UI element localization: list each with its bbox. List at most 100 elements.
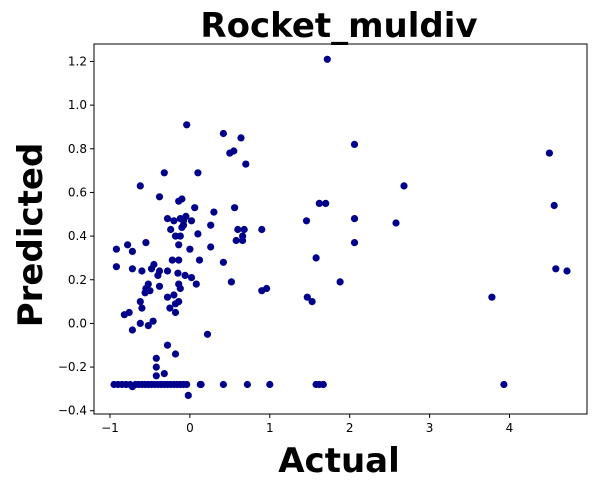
data-point (203, 330, 212, 338)
data-point (350, 239, 359, 247)
data-point (163, 341, 172, 349)
data-point (112, 245, 120, 253)
data-point (128, 326, 136, 334)
data-point (175, 298, 183, 306)
data-point (163, 215, 172, 223)
points-layer (110, 55, 571, 399)
data-point (322, 199, 330, 207)
data-point (128, 247, 136, 255)
data-point (207, 221, 215, 229)
data-point (183, 121, 191, 129)
data-point (243, 380, 251, 389)
data-point (136, 182, 144, 190)
data-point (150, 260, 158, 269)
x-tick-label: 0 (186, 421, 194, 435)
data-point (237, 134, 245, 142)
data-point (166, 304, 174, 312)
data-point (219, 129, 227, 138)
data-point (315, 199, 323, 207)
data-point (144, 280, 152, 288)
y-axis-label: Predicted (11, 143, 51, 328)
data-point (263, 284, 271, 293)
data-point (136, 298, 144, 306)
data-point (155, 282, 164, 290)
y-tick-label: 1.2 (68, 54, 87, 68)
data-point (231, 204, 239, 212)
data-point (152, 363, 160, 371)
y-tick-label: 0.2 (68, 273, 87, 287)
data-point (191, 204, 199, 212)
y-axis: −0.4 −0.2 0.0 0.2 0.4 0.6 0.8 1.0 1.2 (58, 54, 94, 418)
data-point (319, 380, 327, 389)
data-point (207, 243, 215, 251)
data-point (187, 217, 196, 225)
data-point (138, 267, 146, 275)
y-tick-label: 0.6 (68, 185, 87, 199)
data-point (195, 256, 204, 264)
data-point (176, 232, 184, 240)
data-point (174, 269, 182, 277)
data-point (141, 289, 149, 297)
y-tick-label: −0.4 (58, 404, 87, 418)
data-point (155, 193, 164, 201)
data-point (323, 55, 331, 63)
data-point (170, 217, 178, 225)
data-point (170, 291, 178, 299)
data-point (186, 245, 194, 253)
data-point (197, 380, 205, 389)
data-point (181, 271, 189, 279)
data-point (303, 293, 311, 301)
data-point (160, 169, 168, 177)
data-point (183, 380, 191, 389)
data-point (350, 140, 359, 148)
data-point (125, 308, 133, 317)
x-tick-label: 3 (426, 421, 434, 435)
plot-frame (93, 43, 588, 415)
data-point (550, 201, 558, 210)
data-point (128, 265, 136, 273)
data-point (552, 265, 560, 273)
data-point (488, 293, 496, 301)
data-point (152, 372, 160, 380)
data-point (336, 278, 344, 286)
data-point (136, 319, 144, 327)
data-point (168, 256, 176, 264)
data-point (155, 267, 164, 275)
y-tick-label: −0.2 (58, 360, 87, 374)
data-point (302, 217, 311, 225)
data-point (194, 169, 202, 177)
y-tick-label: 0.4 (68, 229, 87, 243)
data-point (210, 208, 218, 216)
data-point (400, 182, 408, 190)
data-point (545, 149, 554, 157)
data-point (167, 225, 175, 234)
data-point (175, 280, 183, 288)
data-point (234, 225, 242, 234)
data-point (160, 370, 168, 378)
x-tick-label: 1 (266, 421, 274, 435)
data-point (219, 258, 227, 266)
data-point (227, 278, 235, 286)
data-point (182, 212, 190, 220)
data-point (142, 239, 150, 247)
data-point (232, 236, 240, 245)
data-point (312, 254, 320, 262)
x-axis-label: Actual (278, 441, 400, 481)
data-point (163, 293, 172, 301)
data-point (171, 308, 180, 317)
data-point (171, 350, 180, 358)
y-tick-label: 1.0 (68, 98, 87, 112)
data-point (308, 298, 316, 306)
data-point (149, 317, 157, 325)
data-point (124, 241, 132, 249)
y-tick-label: 0.8 (68, 142, 87, 156)
data-point (242, 160, 250, 168)
data-point (175, 241, 183, 249)
data-point (350, 215, 359, 223)
data-point (138, 304, 146, 312)
data-point (392, 219, 400, 227)
data-point (152, 354, 160, 362)
data-point (219, 380, 227, 389)
x-tick-label: 4 (506, 421, 514, 435)
data-point (192, 280, 200, 288)
